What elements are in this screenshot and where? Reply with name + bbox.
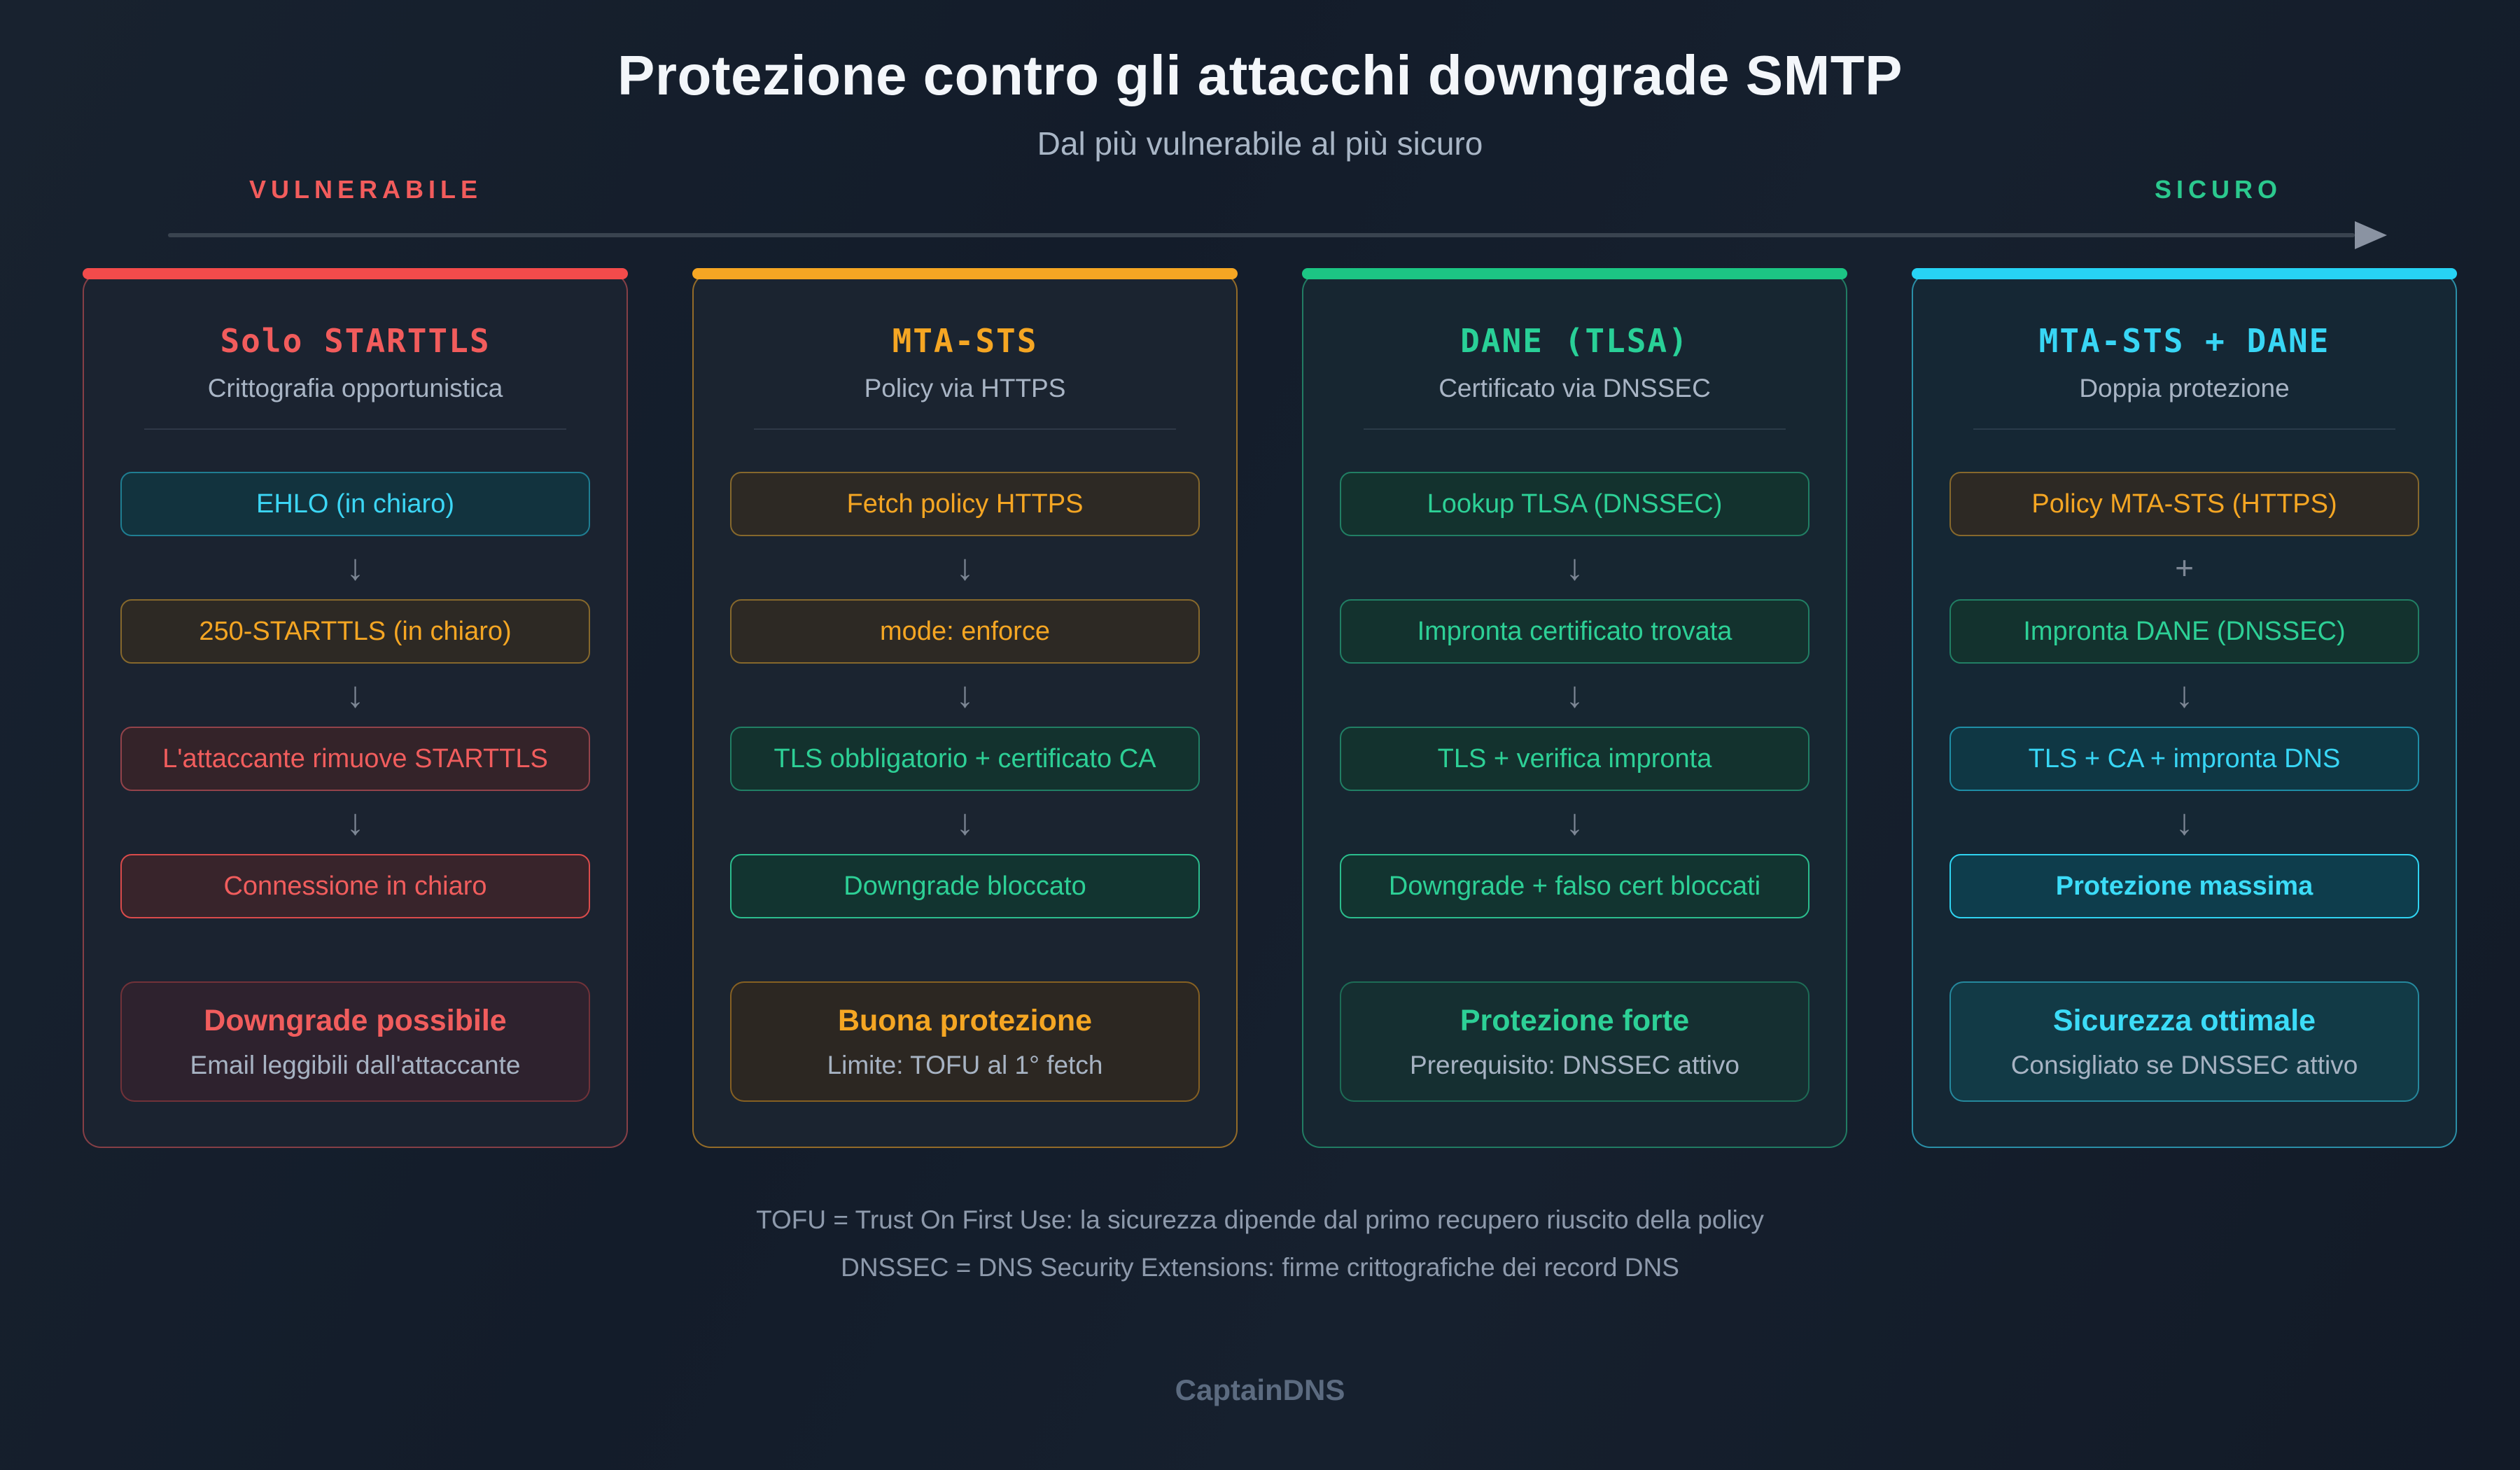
- card-mta-sts-dane: MTA-STS + DANE Doppia protezione Policy …: [1912, 268, 2457, 1148]
- down-arrow-icon: ↓: [1565, 802, 1584, 843]
- card-subtitle: Crittografia opportunistica: [207, 374, 503, 402]
- brand-footer: CaptainDNS: [1175, 1373, 1345, 1406]
- verdict-subtitle: Email leggibili dall'attaccante: [190, 1050, 521, 1079]
- arrow-right-icon: [2355, 221, 2387, 249]
- axis-arrow-line: [168, 233, 2355, 237]
- flow-step: Impronta DANE (DNSSEC): [1949, 599, 2419, 664]
- verdict-subtitle: Prerequisito: DNSSEC attivo: [1410, 1050, 1740, 1079]
- card-title: MTA-STS: [892, 322, 1038, 360]
- flow-step: Protezione massima: [1949, 854, 2419, 918]
- verdict-title: Downgrade possibile: [204, 1003, 507, 1037]
- card-title: MTA-STS + DANE: [2038, 322, 2330, 360]
- down-arrow-icon: ↓: [1565, 547, 1584, 588]
- footnote-dnssec: DNSSEC = DNS Security Extensions: firme …: [841, 1253, 1679, 1282]
- flow-step: EHLO (in chiaro): [120, 472, 590, 536]
- page-subtitle: Dal più vulnerabile al più sicuro: [1037, 125, 1483, 162]
- flow-step: Connessione in chiaro: [120, 854, 590, 918]
- flow-step: 250-STARTTLS (in chiaro): [120, 599, 590, 664]
- card-title: Solo STARTTLS: [220, 322, 491, 360]
- vulnerability-axis: VULNERABILE SICURO: [168, 175, 2387, 249]
- card-accent-bar: [692, 268, 1238, 279]
- card-accent-bar: [1912, 268, 2457, 279]
- down-arrow-icon: ↓: [955, 675, 974, 715]
- flow: Policy MTA-STS (HTTPS) + Impronta DANE (…: [1949, 472, 2419, 918]
- down-arrow-icon: ↓: [346, 675, 365, 715]
- axis-labels: VULNERABILE SICURO: [168, 175, 2387, 204]
- card-dane-tlsa: DANE (TLSA) Certificato via DNSSEC Looku…: [1302, 268, 1847, 1148]
- flow-step: Fetch policy HTTPS: [730, 472, 1200, 536]
- verdict-box: Downgrade possibile Email leggibili dall…: [120, 981, 590, 1102]
- flow: Fetch policy HTTPS ↓ mode: enforce ↓ TLS…: [730, 472, 1200, 918]
- flow-step: TLS obbligatorio + certificato CA: [730, 727, 1200, 791]
- verdict-subtitle: Limite: TOFU al 1° fetch: [827, 1050, 1103, 1079]
- down-arrow-icon: ↓: [2175, 802, 2194, 843]
- down-arrow-icon: ↓: [346, 547, 365, 588]
- card-mta-sts: MTA-STS Policy via HTTPS Fetch policy HT…: [692, 268, 1238, 1148]
- verdict-box: Buona protezione Limite: TOFU al 1° fetc…: [730, 981, 1200, 1102]
- verdict-box: Protezione forte Prerequisito: DNSSEC at…: [1340, 981, 1809, 1102]
- flow: EHLO (in chiaro) ↓ 250-STARTTLS (in chia…: [120, 472, 590, 918]
- card-accent-bar: [83, 268, 628, 279]
- down-arrow-icon: ↓: [346, 802, 365, 843]
- flow-step: TLS + CA + impronta DNS: [1949, 727, 2419, 791]
- flow: Lookup TLSA (DNSSEC) ↓ Impronta certific…: [1340, 472, 1809, 918]
- plus-icon: +: [2175, 550, 2194, 586]
- card-title: DANE (TLSA): [1460, 322, 1689, 360]
- card-accent-bar: [1302, 268, 1847, 279]
- verdict-title: Buona protezione: [837, 1003, 1093, 1037]
- flow-step: Policy MTA-STS (HTTPS): [1949, 472, 2419, 536]
- footnote-tofu: TOFU = Trust On First Use: la sicurezza …: [756, 1205, 1764, 1234]
- card-subtitle: Policy via HTTPS: [864, 374, 1066, 402]
- card-divider: [1363, 428, 1786, 430]
- protocol-cards: Solo STARTTLS Crittografia opportunistic…: [83, 268, 2457, 1148]
- page-title: Protezione contro gli attacchi downgrade…: [617, 44, 1903, 106]
- verdict-title: Protezione forte: [1460, 1003, 1690, 1037]
- verdict-box: Sicurezza ottimale Consigliato se DNSSEC…: [1949, 981, 2419, 1102]
- card-divider: [753, 428, 1177, 430]
- down-arrow-icon: ↓: [2175, 675, 2194, 715]
- axis-label-secure: SICURO: [2154, 175, 2282, 204]
- card-solo-starttls: Solo STARTTLS Crittografia opportunistic…: [83, 268, 628, 1148]
- flow-step: TLS + verifica impronta: [1340, 727, 1809, 791]
- flow-step: L'attaccante rimuove STARTTLS: [120, 727, 590, 791]
- flow-step: Downgrade + falso cert bloccati: [1340, 854, 1809, 918]
- card-divider: [1973, 428, 2396, 430]
- flow-step: mode: enforce: [730, 599, 1200, 664]
- axis-label-vulnerable: VULNERABILE: [249, 175, 483, 204]
- down-arrow-icon: ↓: [955, 547, 974, 588]
- down-arrow-icon: ↓: [955, 802, 974, 843]
- verdict-subtitle: Consigliato se DNSSEC attivo: [2010, 1050, 2358, 1079]
- flow-step: Lookup TLSA (DNSSEC): [1340, 472, 1809, 536]
- axis-arrow: [168, 221, 2387, 249]
- down-arrow-icon: ↓: [1565, 675, 1584, 715]
- flow-step: Downgrade bloccato: [730, 854, 1200, 918]
- flow-step: Impronta certificato trovata: [1340, 599, 1809, 664]
- verdict-title: Sicurezza ottimale: [2052, 1003, 2316, 1037]
- card-subtitle: Certificato via DNSSEC: [1438, 374, 1711, 402]
- card-subtitle: Doppia protezione: [2079, 374, 2290, 402]
- card-divider: [144, 428, 567, 430]
